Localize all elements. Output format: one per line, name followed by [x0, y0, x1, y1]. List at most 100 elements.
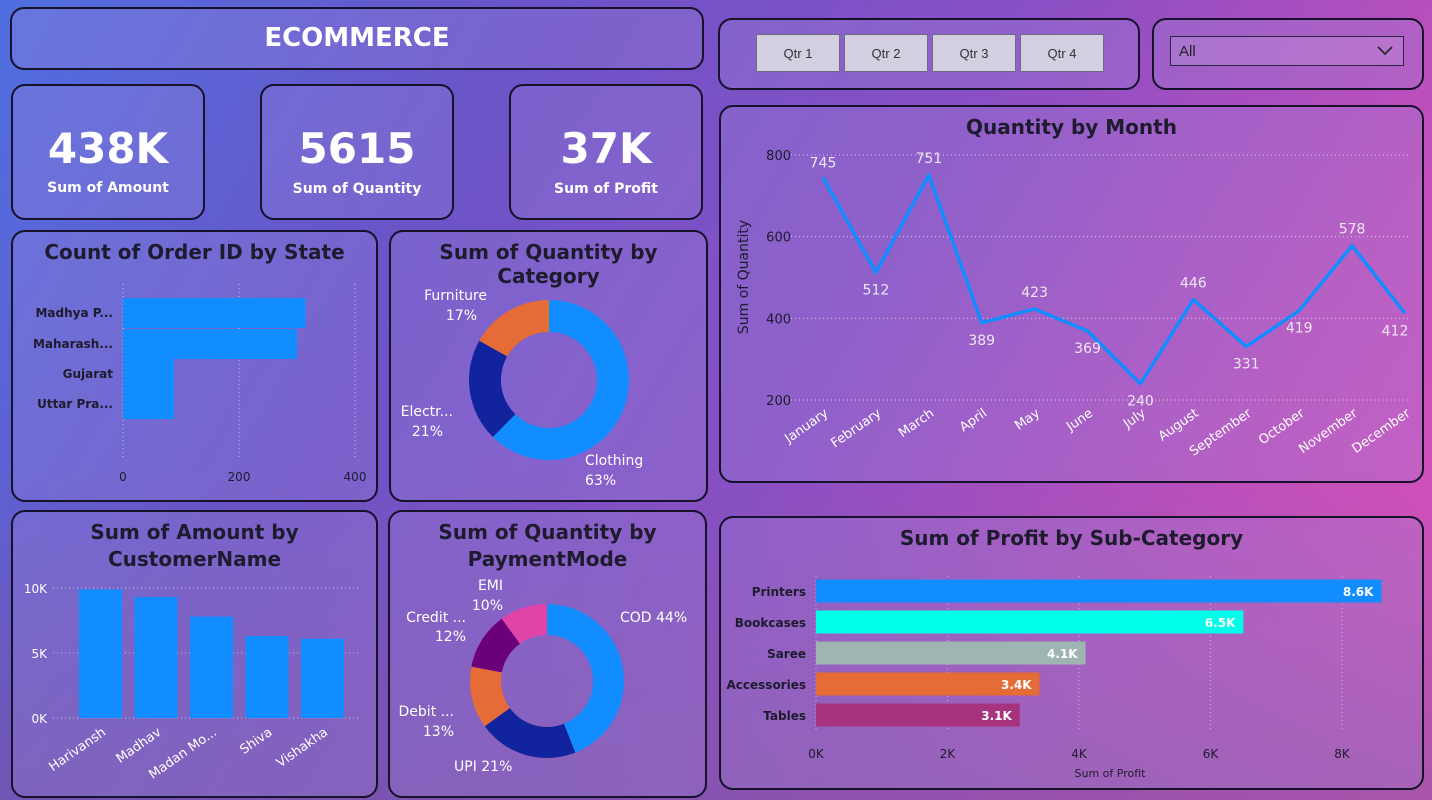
page-title: ECOMMERCE: [264, 23, 450, 53]
bar: [816, 610, 1244, 634]
kpi-card-amount: 438K Sum of Amount: [11, 84, 205, 220]
slice-percent: 17%: [446, 308, 477, 324]
x-axis-label: Sum of Profit: [1075, 767, 1147, 780]
data-label: 4.1K: [1047, 647, 1078, 661]
kpi-card-quantity: 5615 Sum of Quantity: [260, 84, 454, 220]
x-tick-label: 200: [228, 470, 251, 484]
category-donut-chart: Clothing 63% Electr... 21% Furniture 17%: [401, 288, 644, 489]
donut-slice: [547, 604, 624, 753]
kpi-value: 5615: [298, 124, 416, 173]
data-label: 423: [1021, 285, 1048, 301]
kpi-card-profit: 37K Sum of Profit: [509, 84, 703, 220]
chart-title: Sum of Profit by Sub-Category: [899, 526, 1244, 550]
bar: [816, 703, 1020, 727]
bar: [245, 636, 289, 718]
x-tick-label: May: [1012, 406, 1043, 434]
donut-slice: [471, 618, 520, 673]
data-label: 389: [968, 333, 995, 349]
category-label: Maharash...: [33, 337, 113, 351]
chart-title: Quantity by Month: [966, 115, 1177, 139]
state-bar-chart: 0 200 400 Madhya P... Maharash... Gujarat Utta…: [33, 284, 366, 484]
payment-donut-chart: COD 44% UPI 21% Debit ... 13% Credit ... 12% E…: [399, 578, 688, 775]
y-tick-label: 0K: [31, 712, 48, 726]
payment-chart-card: Sum of Quantity by PaymentMode COD 44% UP…: [388, 510, 707, 798]
x-tick-label: 8K: [1334, 747, 1351, 761]
category-label: Saree: [767, 647, 806, 661]
slice-label: UPI 21%: [454, 759, 512, 775]
x-tick-label: November: [1296, 406, 1361, 457]
data-label: 369: [1074, 341, 1101, 357]
bar: [816, 672, 1040, 696]
data-label: 578: [1339, 222, 1366, 238]
donut-slice: [470, 666, 510, 727]
data-label: 6.5K: [1205, 616, 1236, 630]
x-tick-label: April: [957, 406, 990, 435]
x-tick-label: Madhav: [114, 725, 165, 767]
slice-percent: 12%: [435, 629, 466, 645]
qtr-3-button[interactable]: Qtr 3: [932, 34, 1016, 72]
x-tick-label: Shiva: [237, 725, 275, 758]
slice-label: Electr...: [401, 404, 453, 420]
subcategory-bar-chart: 0K 2K 4K 6K 8K Sum of Profit Printers 8.6K Bookc…: [727, 576, 1382, 780]
qtr-1-button[interactable]: Qtr 1: [756, 34, 840, 72]
slice-label: Debit ...: [399, 704, 454, 720]
data-label: 419: [1286, 321, 1313, 337]
data-label: 412: [1382, 323, 1409, 339]
x-tick-label: Vishakha: [274, 725, 331, 771]
state-chart-card: Count of Order ID by State 0 200 400 Madhya…: [11, 230, 378, 502]
category-label: Gujarat: [63, 367, 114, 381]
donut-slice: [469, 340, 516, 438]
x-tick-label: 4K: [1071, 747, 1088, 761]
chart-title-line2: PaymentMode: [467, 547, 628, 571]
x-tick-label: August: [1156, 406, 1202, 444]
bar: [816, 579, 1382, 603]
slice-percent: 13%: [423, 724, 454, 740]
slice-percent: 21%: [412, 424, 443, 440]
donut-slice: [492, 300, 629, 460]
slice-label: Furniture: [424, 288, 487, 304]
x-tick-label: 0: [119, 470, 127, 484]
slice-label: Credit ...: [406, 610, 466, 626]
header-card: ECOMMERCE: [10, 7, 704, 70]
y-tick-label: 200: [766, 394, 791, 409]
x-tick-label: March: [896, 406, 937, 441]
y-tick-label: 400: [766, 312, 791, 327]
y-tick-label: 5K: [31, 647, 48, 661]
category-chart-card: Sum of Quantity by Category Clothing 63% E…: [389, 230, 708, 502]
category-label: Madhya P...: [35, 306, 113, 320]
kpi-label: Sum of Quantity: [292, 181, 422, 197]
category-label: Accessories: [727, 678, 807, 692]
data-label: 745: [810, 155, 837, 171]
chart-title: Sum of Quantity by: [438, 520, 657, 544]
category-label: Printers: [752, 585, 806, 599]
category-label: Tables: [763, 709, 806, 723]
filter-selected-value: All: [1179, 42, 1196, 60]
bar: [123, 359, 175, 389]
y-tick-label: 800: [766, 149, 791, 164]
bar: [79, 589, 122, 718]
y-axis-label: Sum of Quantity: [736, 220, 752, 334]
chevron-down-icon: [1377, 46, 1393, 56]
y-tick-label: 10K: [24, 582, 48, 596]
y-tick-label: 600: [766, 231, 791, 246]
bar: [123, 389, 175, 419]
subcategory-chart-card: Sum of Profit by Sub-Category 0K 2K 4K 6K 8K…: [719, 516, 1424, 790]
x-tick-label: 2K: [940, 747, 957, 761]
slice-label: Clothing: [585, 453, 643, 469]
slice-percent: 10%: [472, 598, 503, 614]
qtr-2-button[interactable]: Qtr 2: [844, 34, 928, 72]
chart-title: Sum of Amount by: [90, 520, 299, 544]
qtr-4-button[interactable]: Qtr 4: [1020, 34, 1104, 72]
x-tick-label: 6K: [1203, 747, 1220, 761]
month-line-chart: 200 400 600 800 Sum of Quantity 745 January 512…: [736, 149, 1414, 459]
filter-dropdown[interactable]: All: [1170, 36, 1404, 66]
donut-slice: [479, 300, 549, 357]
kpi-label: Sum of Profit: [554, 181, 658, 197]
donut-slice: [501, 604, 547, 644]
filter-card: All: [1152, 18, 1424, 90]
data-label: 751: [915, 151, 942, 167]
x-tick-label: Harivansh: [46, 725, 108, 775]
x-tick-label: July: [1120, 406, 1149, 432]
x-tick-label: 0K: [808, 747, 825, 761]
